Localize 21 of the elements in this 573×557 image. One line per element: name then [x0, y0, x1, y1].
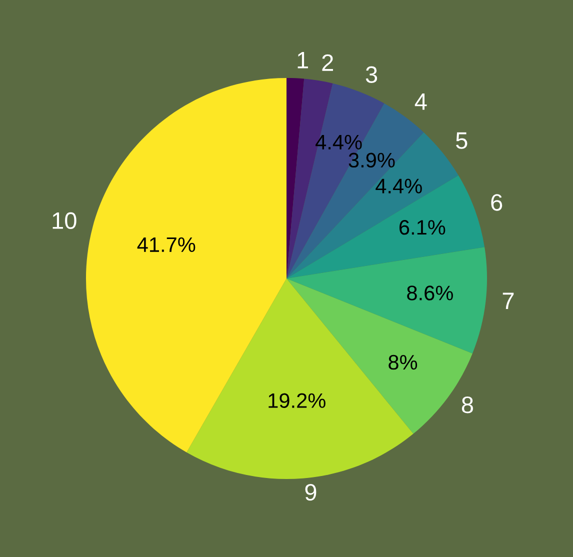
slice-label: 3: [366, 66, 378, 83]
data-label: 4.4%: [376, 178, 422, 194]
slice-label: 4: [414, 94, 427, 110]
data-label: 41.7%: [137, 237, 196, 252]
data-label: 8.6%: [407, 286, 453, 300]
data-label: 8%: [388, 354, 418, 370]
data-label: 6.1%: [400, 220, 446, 235]
slice-label: 6: [491, 194, 502, 211]
slice-label: 9: [305, 484, 316, 501]
slice-label: 7: [502, 292, 514, 310]
slice-label: 10: [52, 212, 76, 230]
pie-slice: [286, 175, 485, 278]
data-label: 19.2%: [268, 393, 326, 408]
data-label: 3.9%: [348, 152, 395, 168]
slice-label: 8: [462, 396, 474, 414]
pie-slice: [286, 247, 488, 354]
slice-label: 2: [322, 54, 333, 71]
slice-label: 1: [298, 52, 308, 68]
data-label: 4.4%: [316, 134, 362, 150]
pie-slice: [286, 78, 304, 278]
slice-label: 5: [456, 132, 468, 149]
